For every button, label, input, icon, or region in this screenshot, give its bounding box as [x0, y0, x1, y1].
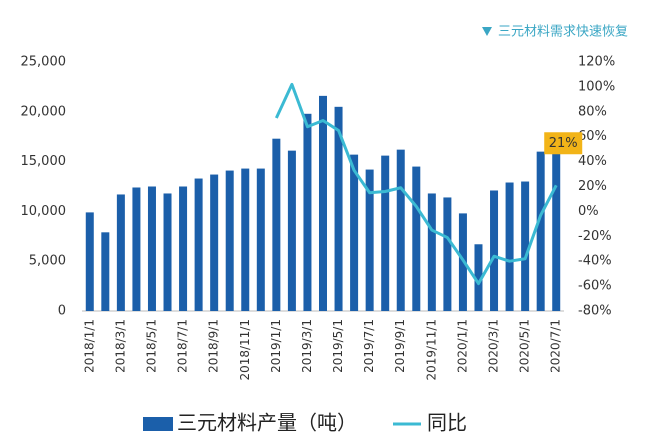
bar: [412, 166, 421, 311]
bar: [101, 232, 110, 311]
bar: [365, 169, 374, 311]
bar: [241, 168, 250, 311]
x-tick-label: 2018/9/1: [207, 319, 221, 373]
y-tick-label: 10,000: [21, 204, 67, 219]
x-tick-label: 2020/1/1: [455, 319, 469, 373]
x-tick-label: 2019/9/1: [393, 319, 407, 373]
y-tick-label: 15,000: [21, 154, 67, 169]
x-tick-label: 2019/11/1: [424, 319, 438, 381]
bar: [505, 182, 514, 311]
bar: [474, 244, 483, 311]
y2-tick-label: 0%: [578, 204, 599, 219]
y2-tick-label: 40%: [578, 154, 607, 169]
bar: [163, 193, 172, 311]
bar: [319, 95, 327, 311]
line: [274, 82, 558, 286]
bar: [443, 197, 452, 311]
x-tick-label: 2018/11/1: [238, 319, 252, 381]
y2-tick-label: 20%: [578, 179, 607, 194]
x-tick-label: 2019/7/1: [362, 319, 376, 373]
x-tick-label: 2020/3/1: [487, 319, 501, 373]
bar: [194, 178, 203, 311]
x-tick-label: 2018/3/1: [113, 319, 127, 373]
bar: [147, 186, 156, 311]
bar: [116, 194, 125, 311]
x-tick-label: 2018/1/1: [82, 319, 96, 373]
y-tick-label: 20,000: [21, 104, 67, 119]
x-tick-label: 2020/5/1: [518, 319, 532, 373]
x-tick-label: 2020/7/1: [549, 319, 563, 373]
legend-swatch: [143, 417, 173, 431]
y-tick-label: 5,000: [29, 254, 66, 269]
bar: [225, 170, 234, 311]
legend-label: 三元材料产量（吨）: [177, 411, 357, 435]
bar: [490, 190, 499, 311]
x-tick-label: 2018/7/1: [176, 319, 190, 373]
y2-tick-label: 100%: [578, 79, 615, 94]
bar: [287, 150, 296, 311]
legend-label: 同比: [427, 411, 467, 435]
bar: [536, 151, 545, 311]
bar: [396, 149, 405, 311]
y2-tick-label: 120%: [578, 55, 615, 70]
bar: [210, 174, 219, 311]
bar: [350, 154, 359, 311]
y2-tick-label: 80%: [578, 104, 607, 119]
bar: [272, 138, 281, 311]
value-label-box: [544, 132, 583, 155]
bar: [179, 186, 188, 311]
bar: [427, 193, 436, 311]
value-label: 21%: [549, 136, 578, 151]
y2-tick-label: 60%: [578, 129, 607, 144]
bar: [256, 168, 265, 311]
bar: [521, 181, 530, 311]
bar: [85, 212, 94, 311]
y2-tick-label: -20%: [578, 229, 612, 244]
chart-subtitle: 三元材料需求快速恢复: [498, 25, 628, 40]
bar: [334, 106, 343, 311]
y2-tick-label: -40%: [578, 254, 612, 269]
y-tick-label: 0: [58, 304, 66, 319]
x-tick-label: 2019/5/1: [331, 319, 345, 373]
y2-tick-label: -60%: [578, 279, 612, 294]
x-tick-label: 2018/5/1: [144, 319, 158, 373]
y-tick-label: 25,000: [21, 55, 67, 70]
bar: [132, 187, 141, 311]
x-tick-label: 2019/3/1: [300, 319, 314, 373]
y2-tick-label: -80%: [578, 304, 612, 319]
bar: [381, 155, 390, 311]
bar: [552, 140, 561, 311]
subtitle-marker: [482, 27, 492, 36]
x-tick-label: 2019/1/1: [269, 319, 283, 373]
bar: [303, 113, 312, 312]
